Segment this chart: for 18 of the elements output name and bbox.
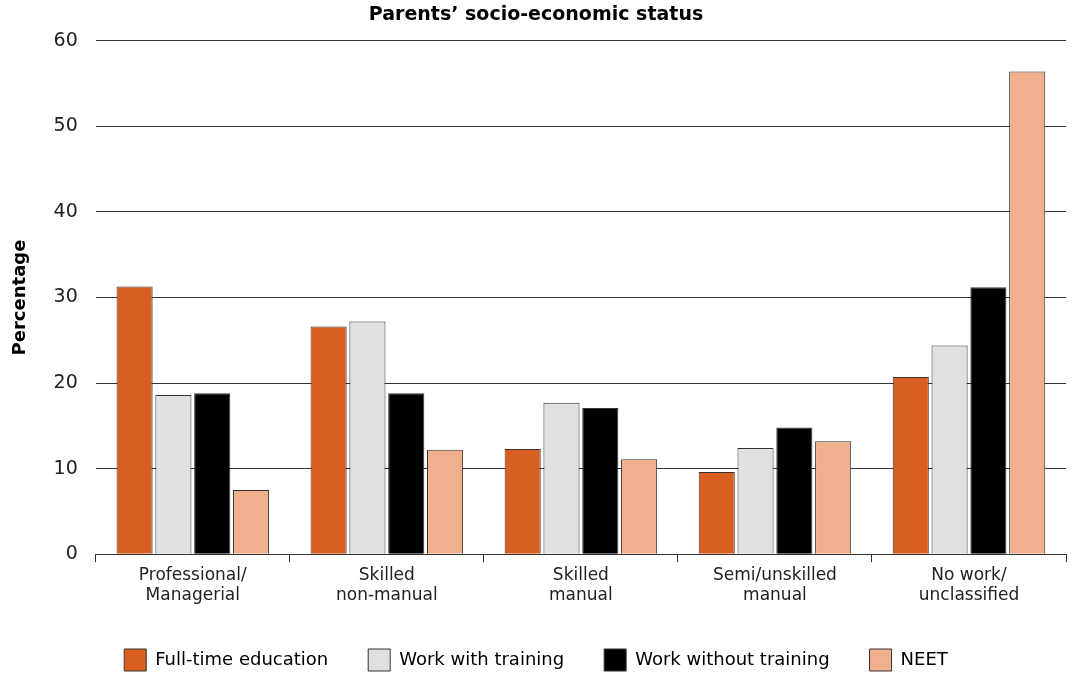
y-tick-label: 0 xyxy=(65,541,78,564)
chart-title: Parents’ socio-economic status xyxy=(368,2,704,25)
x-tick-label: Semi/unskilled manual xyxy=(712,563,837,605)
y-tick-label: 30 xyxy=(53,284,78,307)
y-tick-label: 60 xyxy=(53,27,78,50)
y-tick-label: 20 xyxy=(53,370,78,392)
x-tick-label: Skilled non-manual xyxy=(335,563,438,605)
legend-label: Work without training xyxy=(635,647,830,669)
y-tick-label: 40 xyxy=(53,198,78,221)
y-tick-label: 10 xyxy=(53,455,78,478)
legend-label: Full-time education xyxy=(155,647,329,669)
x-tick-label: No work/ unclassified xyxy=(918,563,1020,605)
legend-label: NEET xyxy=(900,647,949,669)
x-tick-label: Professional/ Managerial xyxy=(138,563,248,605)
x-tick-label: Skilled manual xyxy=(549,563,613,605)
legend-label: Work with training xyxy=(399,647,565,669)
y-axis-title: Percentage xyxy=(8,239,30,356)
y-tick-label: 50 xyxy=(53,113,78,136)
